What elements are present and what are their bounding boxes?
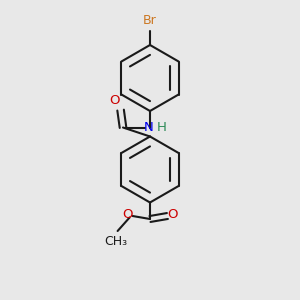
Text: CH₃: CH₃ bbox=[104, 235, 128, 248]
Text: O: O bbox=[123, 208, 133, 221]
Text: H: H bbox=[157, 121, 166, 134]
Text: O: O bbox=[167, 208, 178, 221]
Text: Br: Br bbox=[143, 14, 157, 27]
Text: N: N bbox=[144, 121, 154, 134]
Text: O: O bbox=[109, 94, 119, 106]
